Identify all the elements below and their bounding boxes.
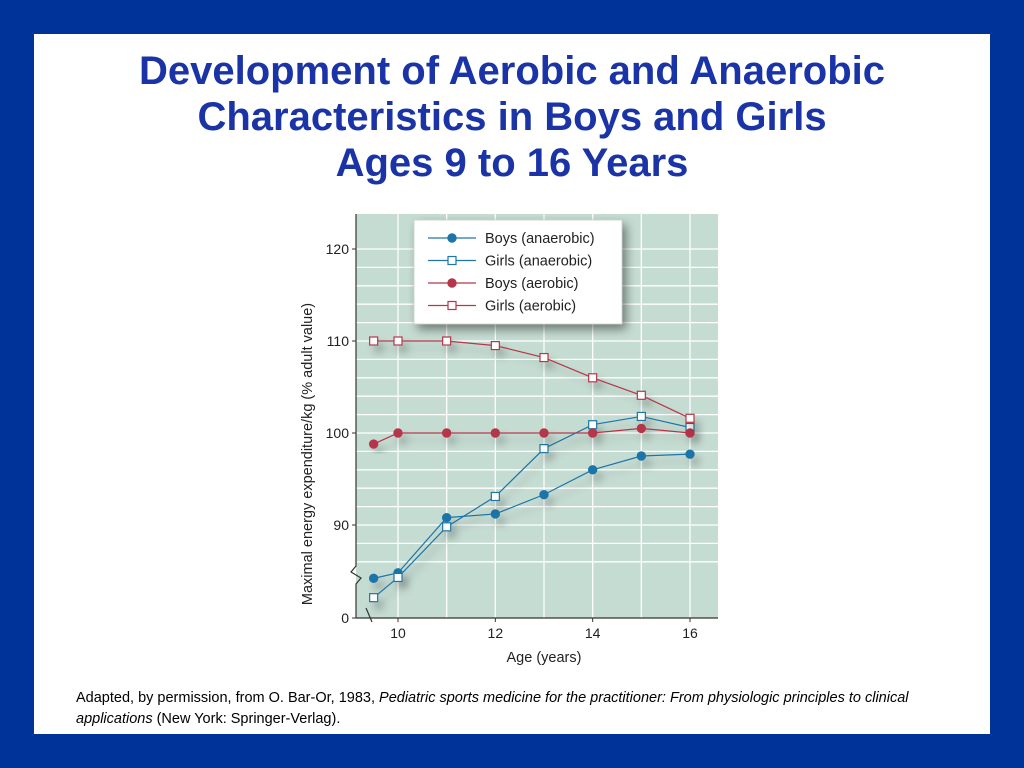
caption-prefix: Adapted, by permission, from O. Bar-Or, … (76, 690, 380, 706)
data-point-girls-aerobic (393, 336, 403, 346)
slide-canvas: Development of Aerobic and Anaerobic Cha… (34, 34, 990, 734)
x-tick-label: 12 (488, 625, 504, 641)
chart-container: 0 90 100 110 120 10 12 14 16 Boys (anaerobic) Gir… (34, 34, 990, 734)
data-point-boys-anaerobic (587, 465, 598, 475)
series-line-boys-aerobic (373, 427, 691, 445)
legend-label-boys-aerobic: Boys (aerobic) (485, 276, 578, 292)
series-boys-aerobic (368, 423, 695, 449)
series-line-boys-anaerobic (373, 453, 691, 579)
data-point-girls-aerobic (588, 373, 598, 383)
data-point-girls-aerobic (442, 336, 452, 346)
y-tick-label: 90 (333, 517, 349, 533)
data-point-boys-anaerobic (539, 489, 549, 500)
data-point-boys-anaerobic (368, 573, 379, 584)
series-line-girls-aerobic (373, 340, 691, 419)
data-point-boys-aerobic (636, 423, 647, 434)
y-tick-label: 0 (341, 610, 349, 626)
x-axis-break (365, 607, 373, 623)
data-point-boys-aerobic (441, 428, 452, 438)
data-point-boys-aerobic (539, 428, 549, 438)
data-point-girls-anaerobic (539, 444, 549, 454)
legend-marker-girls-anaerobic (447, 255, 457, 266)
y-axis-line (350, 214, 362, 618)
title-line-3: Ages 9 to 16 Years (335, 141, 689, 185)
x-axis-label: Age (years) (507, 650, 582, 666)
title-line-2: Characteristics in Boys and Girls (197, 95, 827, 139)
legend-label-boys-anaerobic: Boys (anaerobic) (485, 231, 595, 247)
title-line-1: Development of Aerobic and Anaerobic (138, 49, 886, 93)
line-chart: 0 90 100 110 120 10 12 14 16 Boys (anaerobic) Gir… (300, 214, 718, 666)
data-point-boys-anaerobic (490, 509, 501, 519)
slide-title: Development of Aerobic and Anaerobic Cha… (34, 48, 990, 186)
legend-marker-boys-aerobic (447, 278, 457, 288)
data-point-boys-aerobic (368, 439, 379, 449)
data-point-girls-anaerobic (393, 572, 403, 583)
x-tick-label: 10 (390, 625, 406, 641)
data-point-girls-aerobic (685, 413, 695, 423)
data-point-boys-aerobic (393, 428, 403, 438)
data-point-girls-aerobic (369, 336, 379, 346)
data-point-girls-aerobic (636, 390, 646, 400)
legend-label-girls-aerobic: Girls (aerobic) (485, 299, 576, 315)
data-point-girls-anaerobic (369, 593, 379, 603)
legend-marker-girls-aerobic (447, 300, 457, 311)
data-point-girls-aerobic (539, 352, 549, 363)
y-axis-label: Maximal energy expenditure/kg (% adult v… (300, 303, 316, 605)
caption-suffix: (New York: Springer-Verlag). (152, 711, 341, 727)
data-point-boys-anaerobic (636, 451, 647, 461)
legend: Boys (anaerobic) Girls (anaerobic) Boys (a… (413, 219, 623, 325)
x-tick-label: 16 (682, 625, 698, 641)
data-point-girls-anaerobic (636, 411, 646, 422)
data-point-girls-anaerobic (588, 420, 598, 430)
caption-italic-title: Pediatric sports medicine for the practi… (76, 690, 909, 727)
data-point-boys-anaerobic (685, 449, 695, 459)
series-layer (368, 336, 695, 603)
y-tick-label: 120 (326, 241, 350, 257)
axes: 0 90 100 110 120 10 12 14 16 (326, 214, 718, 641)
data-point-boys-aerobic (685, 428, 695, 438)
y-tick-label: 110 (327, 333, 350, 349)
series-girls-anaerobic (369, 411, 695, 603)
data-point-boys-aerobic (587, 428, 598, 438)
data-point-boys-aerobic (490, 428, 501, 438)
source-caption: Adapted, by permission, from O. Bar-Or, … (76, 688, 956, 730)
series-girls-aerobic (369, 336, 695, 423)
data-point-girls-anaerobic (490, 491, 500, 502)
series-line-girls-anaerobic (373, 415, 691, 599)
legend-label-girls-anaerobic: Girls (anaerobic) (485, 254, 592, 270)
x-tick-label: 14 (585, 625, 601, 641)
y-tick-label: 100 (326, 425, 350, 441)
data-point-girls-anaerobic (442, 522, 452, 532)
data-point-girls-aerobic (490, 341, 500, 351)
data-point-boys-anaerobic (441, 512, 452, 523)
legend-marker-boys-anaerobic (447, 233, 457, 243)
